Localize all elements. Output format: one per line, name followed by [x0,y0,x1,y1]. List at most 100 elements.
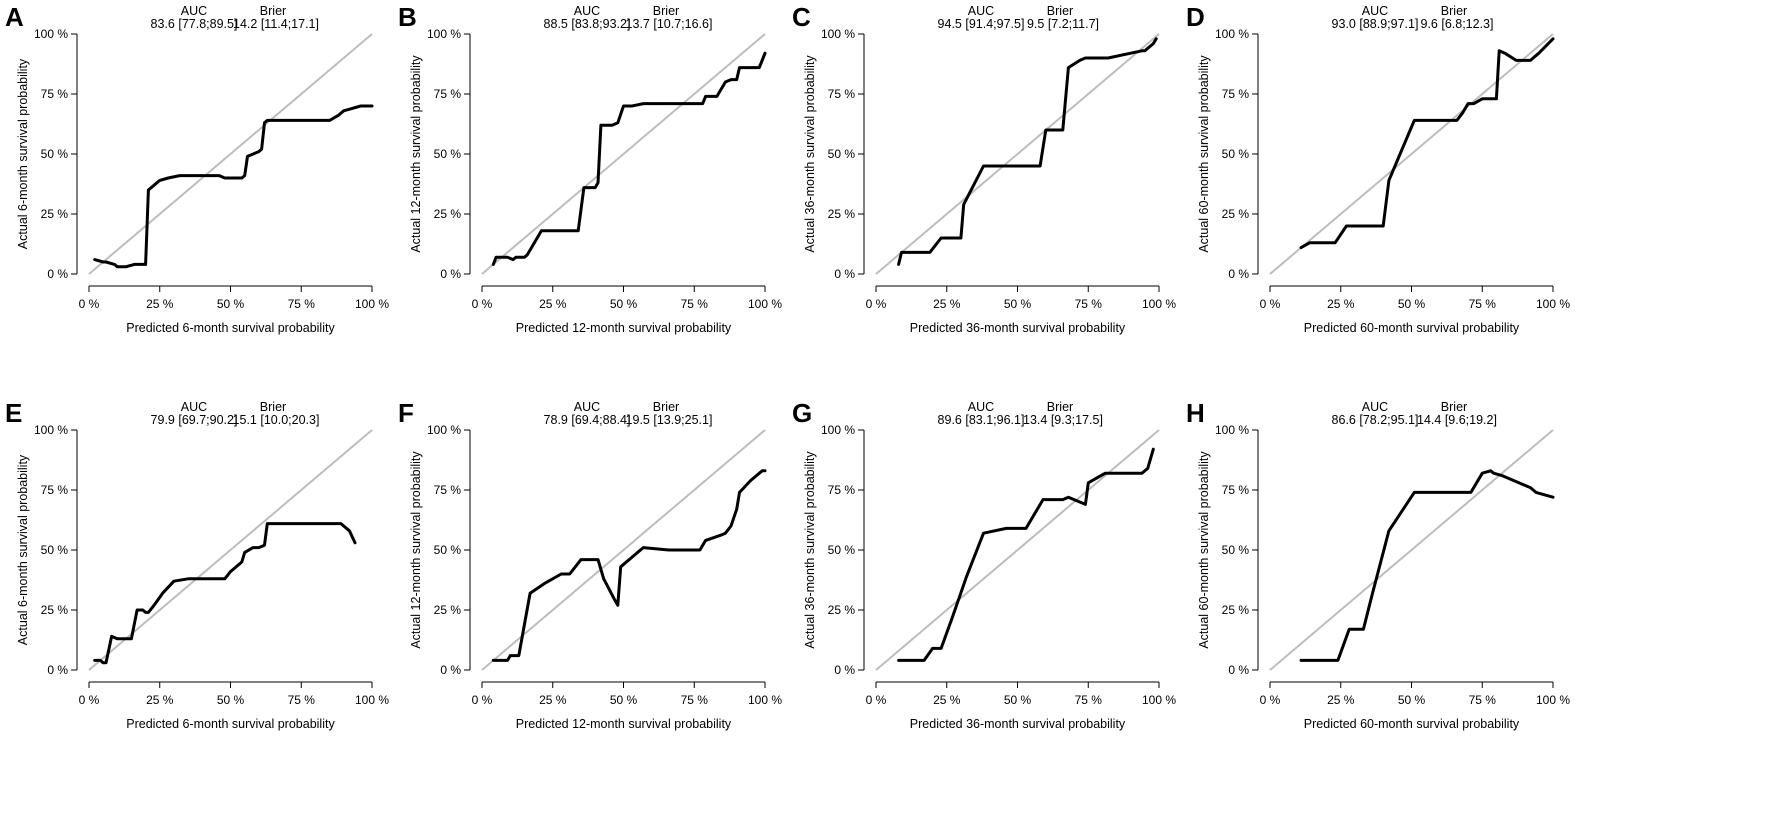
x-axis-label: Predicted 12-month survival probability [516,717,732,731]
y-tick-label: 50 % [434,147,462,161]
y-axis-label: Actual 60-month survival probability [1197,451,1211,649]
x-tick-label: 75 % [1075,297,1103,311]
x-tick-label: 0 % [472,297,493,311]
x-axis-label: Predicted 6-month survival probability [126,321,335,335]
y-axis-label: Actual 36-month survival probability [803,451,817,649]
x-tick-label: 0 % [1260,297,1281,311]
x-tick-label: 100 % [1142,297,1176,311]
y-tick-label: 50 % [41,543,69,557]
x-axis-label: Predicted 36-month survival probability [910,717,1126,731]
auc-header: AUC [181,400,207,414]
panel-c: C 0 % 0 % 25 % 25 % 50 % 50 % 75 % 75 % 100 % 100 … [792,2,1176,335]
panel-label: H [1186,398,1205,428]
panel-label: B [398,2,417,32]
x-tick-label: 100 % [1536,693,1570,707]
x-tick-label: 25 % [539,693,567,707]
reference-diagonal [481,33,766,275]
auc-value: 89.6 [83.1;96.1] [938,413,1025,427]
x-tick-label: 0 % [79,693,100,707]
x-tick-label: 50 % [610,693,638,707]
auc-value: 79.9 [69.7;90.2] [151,413,238,427]
reference-diagonal [88,33,373,275]
y-tick-label: 75 % [434,87,462,101]
x-tick-label: 100 % [1142,693,1176,707]
x-tick-label: 25 % [933,297,961,311]
x-tick-label: 25 % [146,297,174,311]
auc-header: AUC [1362,4,1388,18]
calibration-curve [93,522,357,665]
y-axis-label: Actual 36-month survival probability [803,55,817,253]
y-tick-label: 50 % [828,543,856,557]
reference-diagonal [481,429,766,671]
auc-value: 88.5 [83.8;93.2] [544,17,631,31]
y-tick-label: 0 % [1228,267,1249,281]
panel-b: B 0 % 0 % 25 % 25 % 50 % 50 % 75 % 75 % 100 % 100 … [398,2,782,335]
x-tick-label: 100 % [748,693,782,707]
y-tick-label: 75 % [828,483,856,497]
x-tick-label: 25 % [933,693,961,707]
calibration-curve [491,469,767,662]
y-axis-label: Actual 12-month survival probability [409,55,423,253]
auc-header: AUC [968,400,994,414]
auc-header: AUC [968,4,994,18]
x-tick-label: 0 % [472,693,493,707]
y-tick-label: 100 % [427,423,461,437]
brier-header: Brier [1047,400,1073,414]
y-tick-label: 100 % [1215,423,1249,437]
brier-header: Brier [1047,4,1073,18]
y-tick-label: 100 % [821,27,855,41]
brier-value: 13.7 [10.7;16.6] [626,17,713,31]
x-tick-label: 0 % [79,297,100,311]
panel-g: G 0 % 0 % 25 % 25 % 50 % 50 % 75 % 75 % 100 % 100 … [792,398,1176,731]
y-tick-label: 25 % [1222,603,1250,617]
y-tick-label: 25 % [1222,207,1250,221]
x-tick-label: 50 % [217,297,245,311]
x-tick-label: 75 % [288,693,316,707]
y-axis-label: Actual 12-month survival probability [409,451,423,649]
y-tick-label: 100 % [427,27,461,41]
x-tick-label: 25 % [146,693,174,707]
y-tick-label: 75 % [41,483,69,497]
brier-header: Brier [260,400,286,414]
brier-value: 15.1 [10.0;20.3] [233,413,320,427]
x-axis-label: Predicted 6-month survival probability [126,717,335,731]
y-tick-label: 0 % [440,267,461,281]
panel-f: F 0 % 0 % 25 % 25 % 50 % 50 % 75 % 75 % 100 % 100 … [398,398,782,731]
x-tick-label: 25 % [539,297,567,311]
brier-value: 19.5 [13.9;25.1] [626,413,713,427]
y-tick-label: 100 % [1215,27,1249,41]
brier-value: 13.4 [9.3;17.5] [1023,413,1103,427]
auc-header: AUC [1362,400,1388,414]
x-tick-label: 50 % [1398,693,1426,707]
panel-label: E [5,398,22,428]
panel-label: D [1186,2,1205,32]
brier-header: Brier [653,4,679,18]
y-tick-label: 0 % [834,267,855,281]
brier-value: 9.5 [7.2;11.7] [1027,17,1099,31]
y-tick-label: 100 % [34,423,68,437]
y-tick-label: 50 % [1222,543,1250,557]
panel-a: A 0 % 0 % 25 % 25 % 50 % 50 % 75 % 75 % 100 % 100 … [5,2,389,335]
x-tick-label: 100 % [1536,297,1570,311]
auc-header: AUC [181,4,207,18]
brier-header: Brier [1441,4,1467,18]
auc-value: 93.0 [88.9;97.1] [1332,17,1419,31]
x-tick-label: 100 % [355,297,389,311]
y-tick-label: 50 % [434,543,462,557]
auc-value: 78.9 [69.4;88.4] [544,413,631,427]
y-tick-label: 0 % [440,663,461,677]
calibration-curve [1299,37,1555,250]
panel-label: A [5,2,24,32]
reference-diagonal [875,429,1160,671]
y-tick-label: 50 % [828,147,856,161]
panel-label: F [398,398,414,428]
x-tick-label: 75 % [681,693,709,707]
y-tick-label: 0 % [47,267,68,281]
brier-header: Brier [1441,400,1467,414]
y-tick-label: 25 % [828,603,856,617]
x-tick-label: 50 % [610,297,638,311]
auc-value: 94.5 [91.4;97.5] [938,17,1025,31]
y-tick-label: 75 % [434,483,462,497]
calibration-curve [897,447,1155,662]
